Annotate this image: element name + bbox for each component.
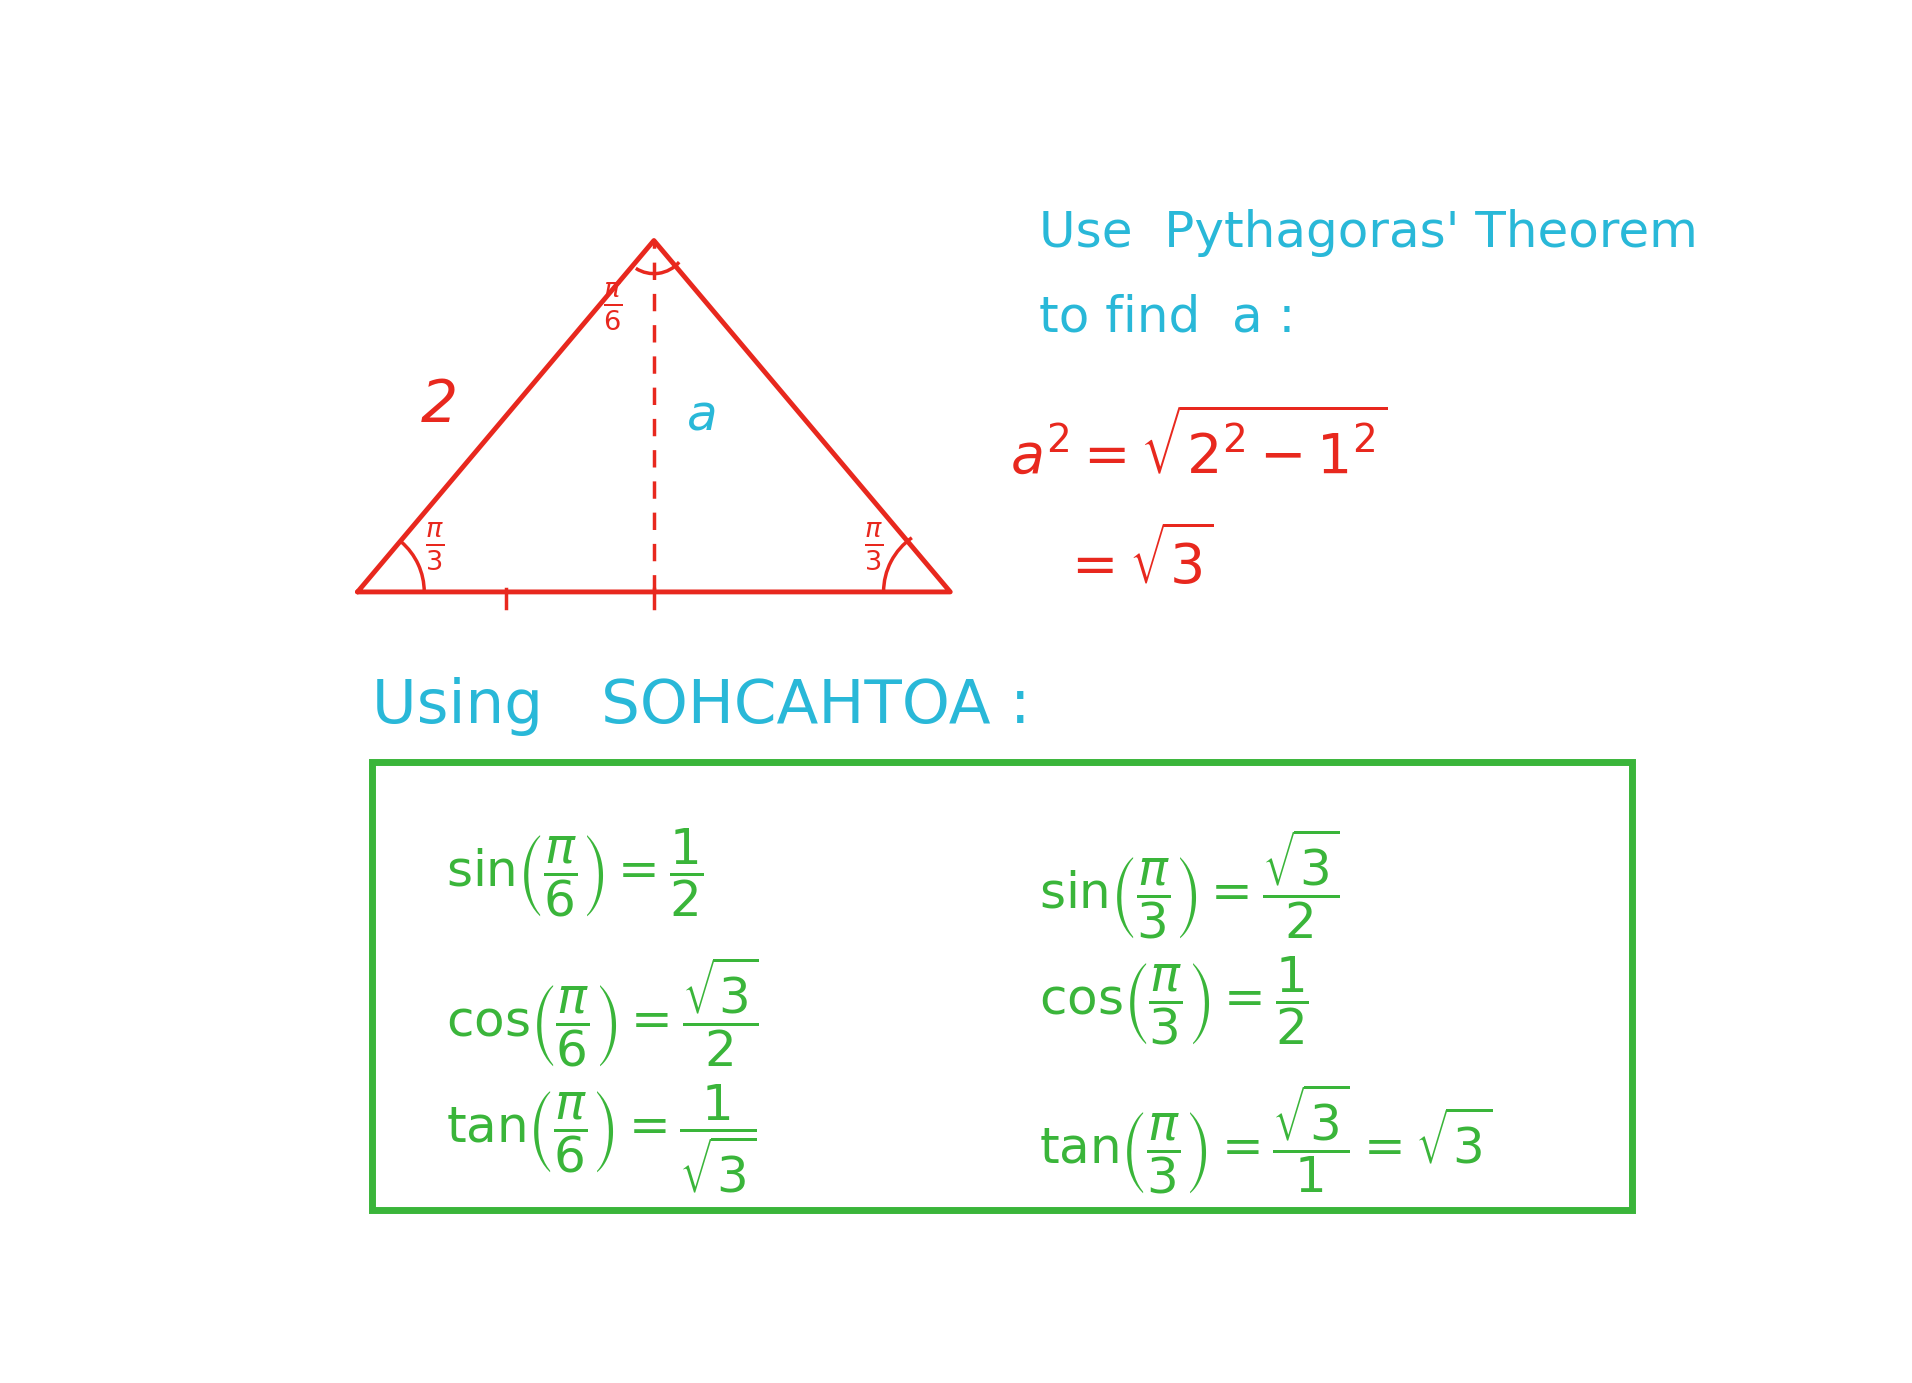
Text: $\frac{\pi}{6}$: $\frac{\pi}{6}$ — [602, 281, 621, 333]
Text: 2: 2 — [421, 378, 457, 434]
Text: $a^2 = \sqrt{2^2 - 1^2}$: $a^2 = \sqrt{2^2 - 1^2}$ — [1010, 411, 1386, 484]
Text: $\frac{\pi}{3}$: $\frac{\pi}{3}$ — [864, 521, 883, 574]
Bar — [373, 762, 1631, 1210]
Text: $\sin\!\left(\dfrac{\pi}{6}\right) = \dfrac{1}{2}$: $\sin\!\left(\dfrac{\pi}{6}\right) = \df… — [445, 826, 704, 918]
Text: Using   SOHCAHTOA :: Using SOHCAHTOA : — [373, 678, 1031, 736]
Text: $= \sqrt{3}$: $= \sqrt{3}$ — [1061, 528, 1214, 596]
Text: a: a — [686, 393, 717, 440]
Text: $\cos\!\left(\dfrac{\pi}{3}\right) = \dfrac{1}{2}$: $\cos\!\left(\dfrac{\pi}{3}\right) = \df… — [1040, 954, 1310, 1047]
Text: $\cos\!\left(\dfrac{\pi}{6}\right) = \dfrac{\sqrt{3}}{2}$: $\cos\!\left(\dfrac{\pi}{6}\right) = \df… — [445, 954, 759, 1069]
Text: $\sin\!\left(\dfrac{\pi}{3}\right) = \dfrac{\sqrt{3}}{2}$: $\sin\!\left(\dfrac{\pi}{3}\right) = \df… — [1040, 826, 1340, 940]
Text: $\tan\!\left(\dfrac{\pi}{6}\right) = \dfrac{1}{\sqrt{3}}$: $\tan\!\left(\dfrac{\pi}{6}\right) = \df… — [445, 1082, 757, 1195]
Text: $\frac{\pi}{3}$: $\frac{\pi}{3}$ — [424, 521, 444, 574]
Text: Use  Pythagoras' Theorem: Use Pythagoras' Theorem — [1040, 209, 1698, 257]
Text: to find  a :: to find a : — [1040, 293, 1296, 342]
Text: $\tan\!\left(\dfrac{\pi}{3}\right) = \dfrac{\sqrt{3}}{1} = \sqrt{3}$: $\tan\!\left(\dfrac{\pi}{3}\right) = \df… — [1040, 1082, 1493, 1196]
